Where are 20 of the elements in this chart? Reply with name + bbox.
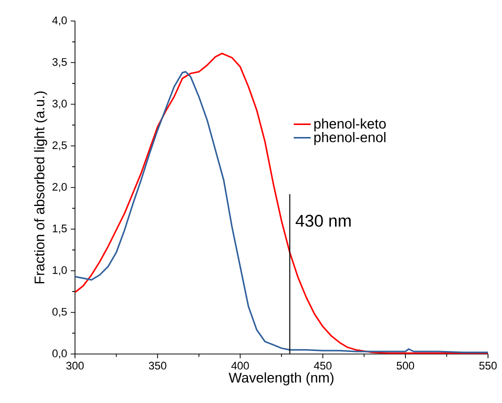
x-tick-label: 350 (148, 362, 166, 370)
x-tick-label: 500 (396, 362, 414, 370)
y-axis-title: Fraction of absorbed light (a.u.) (34, 91, 48, 284)
x-tick-label: 550 (479, 362, 497, 370)
y-tick-label: 3,5 (52, 58, 67, 68)
y-tick-label: 2,5 (52, 141, 67, 150)
x-tick-label: 400 (231, 362, 249, 370)
x-tick-label: 450 (314, 362, 332, 370)
y-tick-label: 2,0 (52, 182, 67, 192)
x-axis-title: Wavelength (nm) (228, 372, 334, 386)
y-tick-label: 3,0 (52, 100, 67, 109)
legend-label: phenol-keto (314, 118, 386, 132)
y-tick-label: 4,0 (52, 16, 67, 26)
y-tick-label: 1,0 (52, 266, 67, 276)
y-tick-label: 1,5 (52, 224, 67, 234)
ref-line-label: 430 nm (296, 214, 351, 227)
legend-label: phenol-enol (314, 132, 386, 146)
y-tick-label: 0,5 (52, 308, 67, 317)
x-tick-label: 300 (66, 362, 84, 370)
y-tick-label: 0,0 (52, 349, 67, 359)
